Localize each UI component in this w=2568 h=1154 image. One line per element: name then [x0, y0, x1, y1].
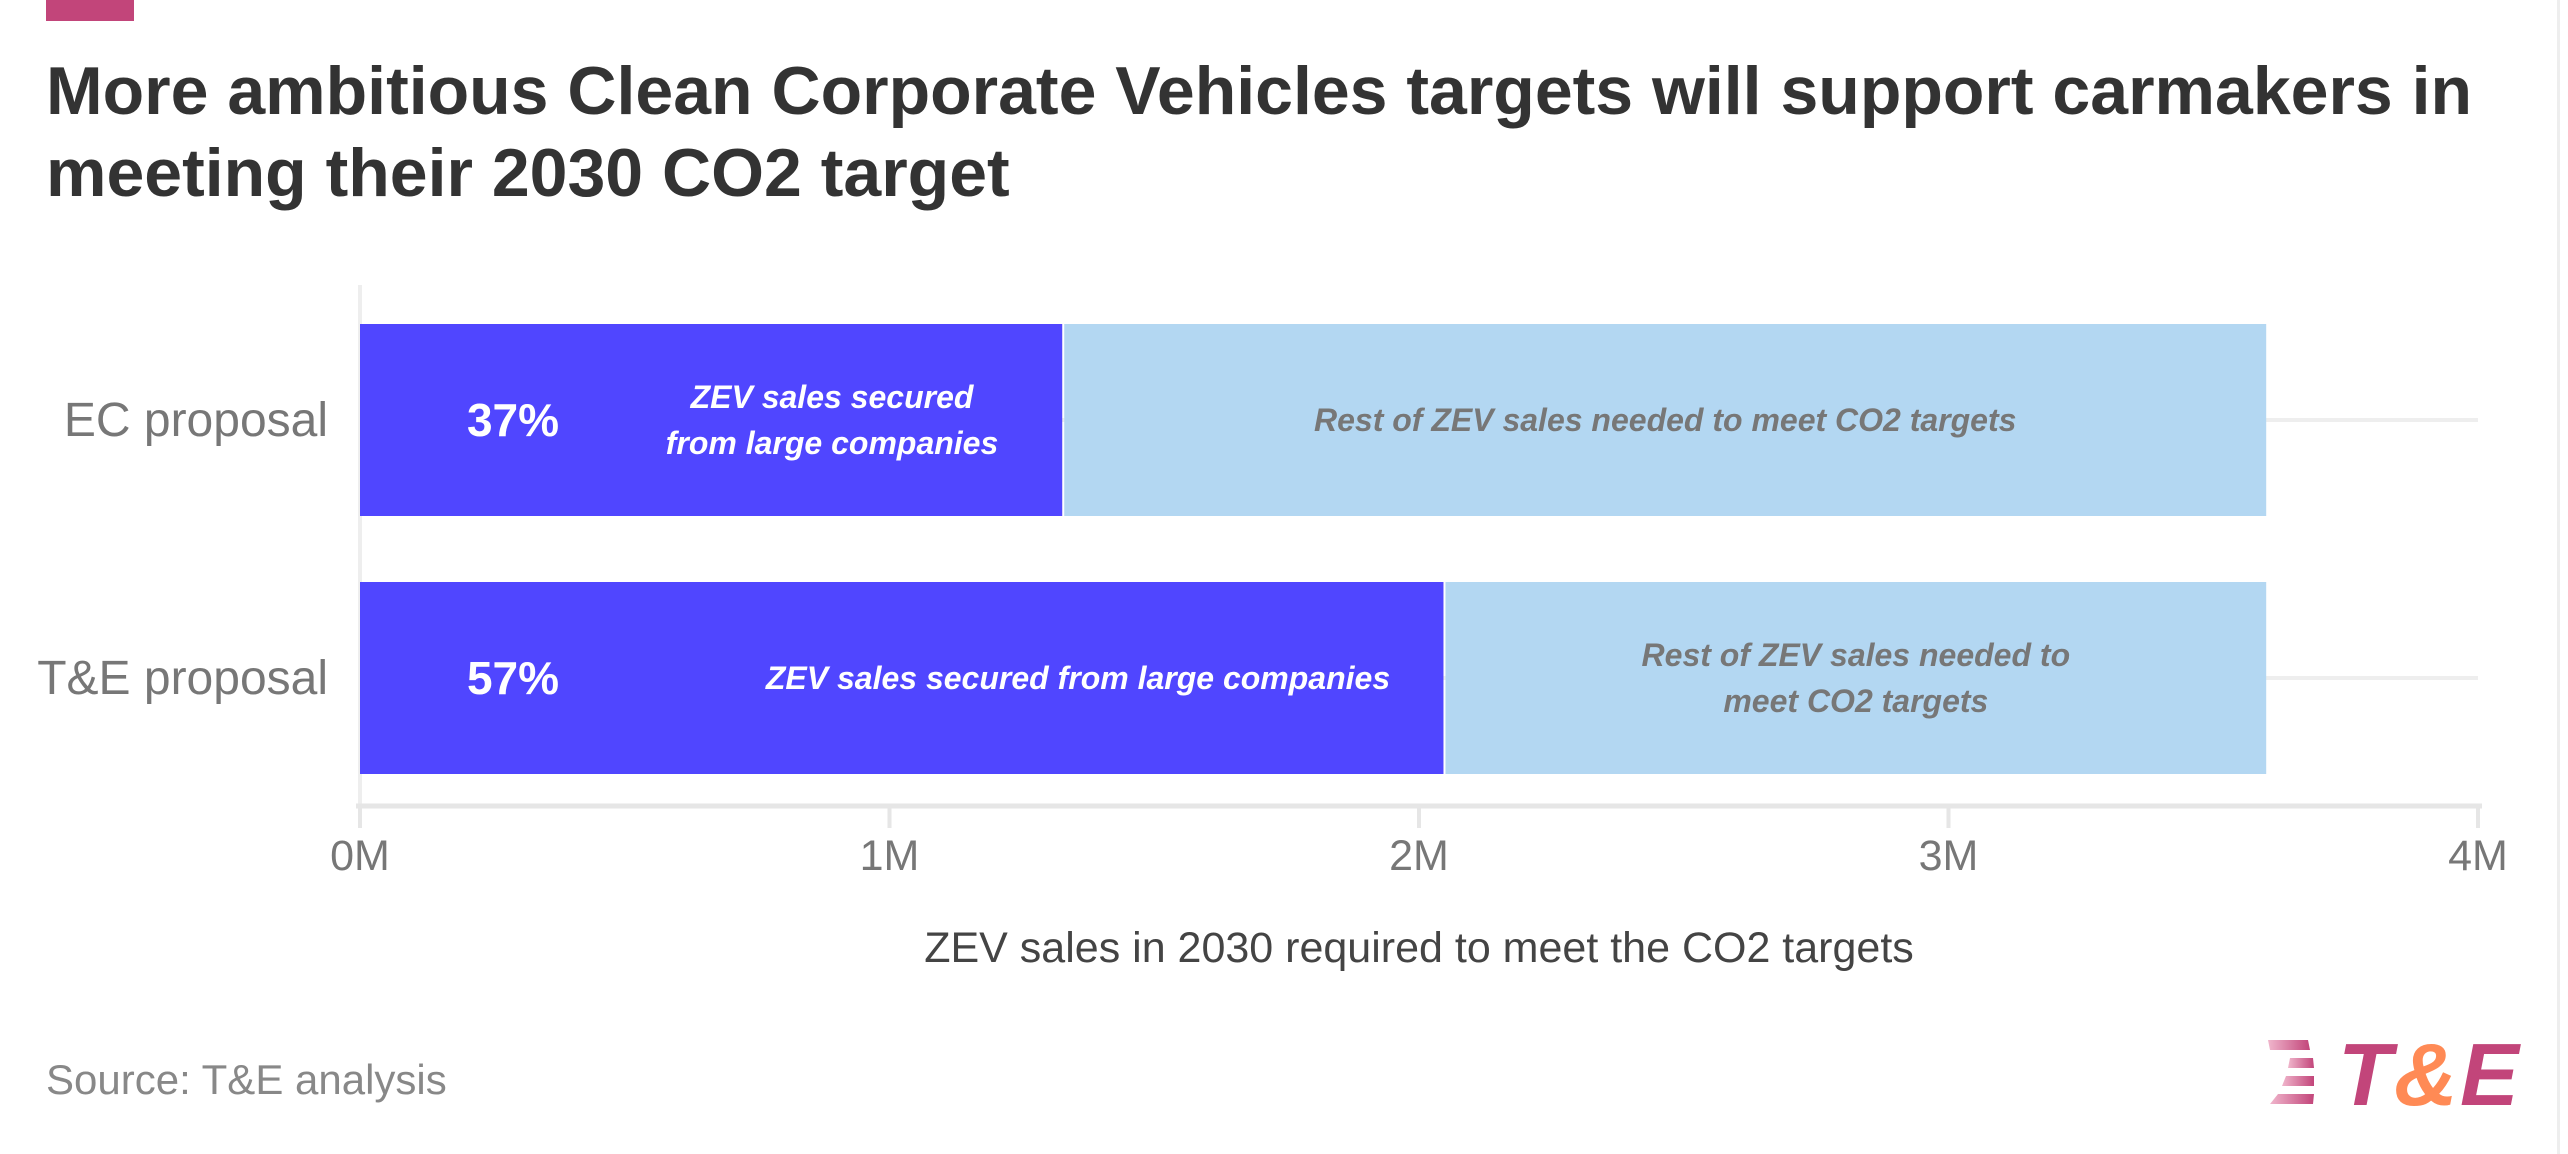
bar-secured-segment: [360, 582, 1444, 774]
x-tick-label: 3M: [1919, 832, 1979, 880]
svg-text:&: &: [2394, 1036, 2458, 1116]
bar-rest-segment: [1445, 582, 2267, 774]
secured-segment-label: ZEV sales secured: [690, 379, 975, 415]
rest-segment-label: Rest of ZEV sales needed to meet CO2 tar…: [1314, 402, 2016, 438]
source-note: Source: T&E analysis: [46, 1056, 447, 1103]
chart-title: More ambitious Clean Corporate Vehicles …: [46, 53, 2473, 211]
rest-segment-label: Rest of ZEV sales needed to: [1642, 637, 2071, 673]
percent-label: 57%: [467, 652, 559, 704]
x-tick-label: 0M: [330, 832, 390, 880]
x-tick-label: 2M: [1389, 832, 1449, 880]
category-label: EC proposal: [64, 394, 328, 447]
frame-border: [2557, 0, 2560, 1154]
x-tick-label: 4M: [2448, 832, 2508, 880]
secured-segment-label: from large companies: [666, 425, 999, 461]
bar-secured-segment: [360, 324, 1063, 516]
rest-segment-label: meet CO2 targets: [1723, 683, 1988, 719]
te-logo: T & E: [2268, 1025, 2528, 1124]
svg-text:T: T: [2338, 1036, 2398, 1116]
percent-label: 37%: [467, 394, 559, 446]
x-tick-label: 1M: [860, 832, 920, 880]
category-label: T&E proposal: [37, 652, 328, 705]
secured-segment-label: ZEV sales secured from large companies: [765, 660, 1390, 696]
svg-text:E: E: [2460, 1036, 2521, 1116]
title-accent-bar: [46, 0, 134, 21]
x-axis-title: ZEV sales in 2030 required to meet the C…: [924, 924, 1914, 972]
te-logo-icon: T & E: [2268, 1025, 2521, 1124]
bar-rest-segment: [1064, 324, 2267, 516]
